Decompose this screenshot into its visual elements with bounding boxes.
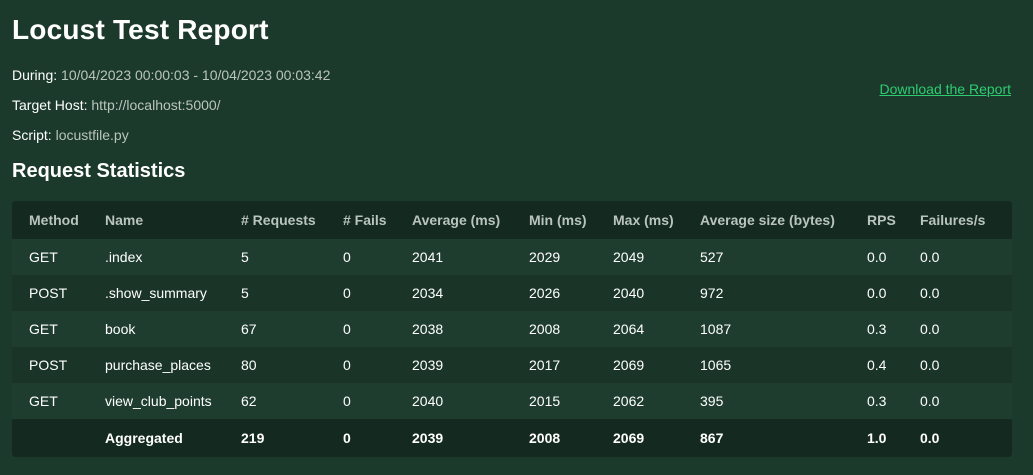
failures-per-second-cell: 0.0	[903, 383, 1012, 419]
requests-cell: 67	[224, 311, 326, 347]
method-cell: GET	[12, 311, 88, 347]
max-cell: 2040	[596, 275, 683, 311]
aggregated-requests-cell: 219	[224, 419, 326, 457]
fails-cell: 0	[326, 311, 395, 347]
column-header-average: Average (ms)	[395, 201, 512, 239]
failures-per-second-cell: 0.0	[903, 239, 1012, 275]
rps-cell: 0.3	[850, 311, 903, 347]
min-cell: 2026	[512, 275, 596, 311]
column-header-name: Name	[88, 201, 224, 239]
target-host-value: http://localhost:5000/	[91, 97, 221, 113]
average-cell: 2040	[395, 383, 512, 419]
rps-cell: 0.4	[850, 347, 903, 383]
aggregated-name-cell: Aggregated	[88, 419, 224, 457]
name-cell: .index	[88, 239, 224, 275]
min-cell: 2015	[512, 383, 596, 419]
aggregated-average-size-cell: 867	[683, 419, 850, 457]
aggregated-min-cell: 2008	[512, 419, 596, 457]
aggregated-average-cell: 2039	[395, 419, 512, 457]
script-label: Script:	[12, 127, 52, 143]
requests-cell: 62	[224, 383, 326, 419]
during-line: During: 10/04/2023 00:00:03 - 10/04/2023…	[12, 67, 330, 83]
method-cell: POST	[12, 347, 88, 383]
method-cell: GET	[12, 383, 88, 419]
fails-cell: 0	[326, 347, 395, 383]
aggregated-rps-cell: 1.0	[850, 419, 903, 457]
average-size-cell: 1087	[683, 311, 850, 347]
average-size-cell: 972	[683, 275, 850, 311]
table-row: GET view_club_points 62 0 2040 2015 2062 395 0.3…	[12, 383, 1012, 419]
aggregated-failures-per-second-cell: 0.0	[903, 419, 1012, 457]
table-header-row: Method Name # Requests # Fails Average (ms) M…	[12, 201, 1012, 239]
failures-per-second-cell: 0.0	[903, 347, 1012, 383]
table-row: POST purchase_places 80 0 2039 2017 2069 1065 0.…	[12, 347, 1012, 383]
request-statistics-table: Method Name # Requests # Fails Average (ms) M…	[12, 201, 1012, 457]
column-header-method: Method	[12, 201, 88, 239]
table-row: GET .index 5 0 2041 2029 2049 527 0.0 0.0	[12, 239, 1012, 275]
request-statistics-title: Request Statistics	[12, 160, 186, 182]
column-header-max: Max (ms)	[596, 201, 683, 239]
table-row: GET book 67 0 2038 2008 2064 1087 0.3 0.0	[12, 311, 1012, 347]
max-cell: 2049	[596, 239, 683, 275]
target-host-label: Target Host:	[12, 97, 88, 113]
max-cell: 2062	[596, 383, 683, 419]
average-size-cell: 395	[683, 383, 850, 419]
script-value: locustfile.py	[55, 127, 129, 143]
min-cell: 2008	[512, 311, 596, 347]
name-cell: purchase_places	[88, 347, 224, 383]
requests-cell: 80	[224, 347, 326, 383]
during-value: 10/04/2023 00:00:03 - 10/04/2023 00:03:4…	[61, 67, 331, 83]
aggregated-row: Aggregated 219 0 2039 2008 2069 867 1.0 0.0	[12, 419, 1012, 457]
table-row: POST .show_summary 5 0 2034 2026 2040 972 0.0 0.0	[12, 275, 1012, 311]
fails-cell: 0	[326, 239, 395, 275]
column-header-average-size: Average size (bytes)	[683, 201, 850, 239]
name-cell: view_club_points	[88, 383, 224, 419]
average-cell: 2039	[395, 347, 512, 383]
average-cell: 2038	[395, 311, 512, 347]
name-cell: book	[88, 311, 224, 347]
aggregated-method-cell	[12, 419, 88, 457]
target-host-line: Target Host: http://localhost:5000/	[12, 97, 221, 113]
name-cell: .show_summary	[88, 275, 224, 311]
column-header-fails: # Fails	[326, 201, 395, 239]
column-header-min: Min (ms)	[512, 201, 596, 239]
during-label: During:	[12, 67, 58, 83]
rps-cell: 0.0	[850, 239, 903, 275]
request-statistics-table-container: Method Name # Requests # Fails Average (ms) M…	[12, 201, 1012, 457]
average-cell: 2034	[395, 275, 512, 311]
column-header-requests: # Requests	[224, 201, 326, 239]
page-title: Locust Test Report	[12, 14, 269, 45]
aggregated-fails-cell: 0	[326, 419, 395, 457]
method-cell: POST	[12, 275, 88, 311]
min-cell: 2017	[512, 347, 596, 383]
fails-cell: 0	[326, 275, 395, 311]
average-size-cell: 1065	[683, 347, 850, 383]
column-header-rps: RPS	[850, 201, 903, 239]
script-line: Script: locustfile.py	[12, 127, 129, 143]
rps-cell: 0.3	[850, 383, 903, 419]
aggregated-max-cell: 2069	[596, 419, 683, 457]
failures-per-second-cell: 0.0	[903, 311, 1012, 347]
download-report-link[interactable]: Download the Report	[879, 81, 1011, 97]
fails-cell: 0	[326, 383, 395, 419]
average-cell: 2041	[395, 239, 512, 275]
max-cell: 2069	[596, 347, 683, 383]
method-cell: GET	[12, 239, 88, 275]
min-cell: 2029	[512, 239, 596, 275]
max-cell: 2064	[596, 311, 683, 347]
average-size-cell: 527	[683, 239, 850, 275]
requests-cell: 5	[224, 275, 326, 311]
failures-per-second-cell: 0.0	[903, 275, 1012, 311]
rps-cell: 0.0	[850, 275, 903, 311]
column-header-failures-per-second: Failures/s	[903, 201, 1012, 239]
requests-cell: 5	[224, 239, 326, 275]
